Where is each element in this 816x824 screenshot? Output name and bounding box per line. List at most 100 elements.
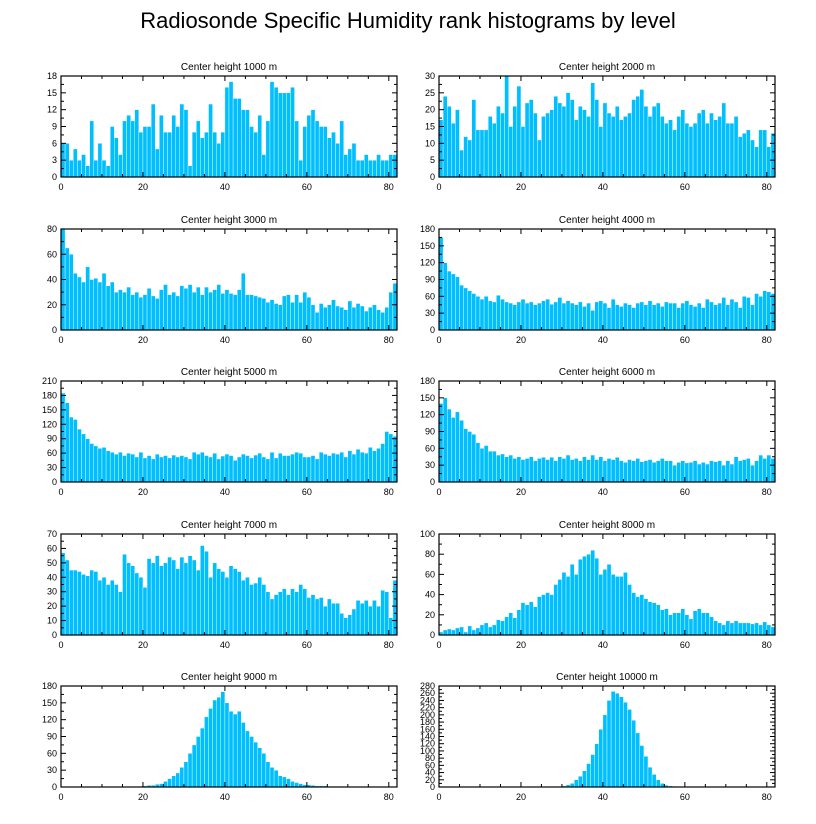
histogram-bar — [77, 276, 82, 331]
panel-title: Center height 5000 m — [181, 367, 277, 378]
histogram-bar — [533, 304, 538, 331]
histogram-bar — [282, 295, 287, 331]
histogram-bar — [380, 590, 385, 636]
histogram-bar — [631, 460, 636, 483]
histogram-bar — [582, 456, 587, 483]
histogram-bar — [191, 559, 197, 636]
histogram-bar — [97, 143, 103, 178]
histogram-bar — [746, 458, 751, 483]
histogram-bar — [347, 148, 353, 178]
histogram-bar — [742, 459, 747, 483]
histogram-bar — [746, 297, 751, 331]
histogram-bar — [582, 306, 587, 331]
histogram-bar — [672, 129, 677, 178]
histogram-bar — [155, 148, 160, 178]
histogram-bar — [167, 556, 172, 636]
histogram-bar — [380, 443, 385, 483]
histogram-bar — [561, 106, 567, 178]
histogram-bar — [582, 770, 587, 788]
histogram-bar — [204, 551, 209, 636]
histogram-bar — [651, 304, 657, 331]
histogram-bar — [496, 454, 501, 483]
histogram-bar — [175, 126, 181, 178]
histogram-bar — [364, 452, 369, 483]
histogram-bar — [224, 702, 230, 788]
histogram-bar — [318, 126, 324, 178]
histogram-bar — [516, 301, 522, 331]
histogram-bar — [574, 574, 579, 636]
histogram-bar — [114, 584, 119, 636]
y-tick-label: 60 — [47, 249, 57, 259]
histogram-bar — [553, 584, 559, 636]
histogram-bar — [364, 154, 369, 178]
histogram-bar — [351, 307, 357, 331]
histogram-bar — [578, 301, 583, 331]
histogram-bar — [355, 600, 361, 636]
y-tick-label: 180 — [420, 224, 435, 234]
histogram-bar — [705, 463, 710, 483]
histogram-bar — [717, 116, 722, 178]
histogram-bar — [602, 460, 608, 483]
histogram-bar — [631, 592, 636, 636]
y-tick-label: 9 — [52, 122, 57, 132]
y-tick-label: 180 — [420, 376, 435, 386]
histogram-bar — [688, 618, 694, 636]
histogram-bar — [492, 450, 497, 483]
histogram-bar — [623, 116, 628, 178]
histogram-bar — [770, 626, 776, 636]
histogram-bar — [528, 301, 534, 331]
histogram-bar — [68, 254, 74, 331]
y-tick-label: 180 — [42, 681, 57, 691]
histogram-bar — [627, 709, 632, 788]
histogram-bar — [512, 106, 518, 178]
y-tick-label: 180 — [420, 717, 435, 727]
page-title: Radiosonde Specific Humidity rank histog… — [140, 8, 676, 33]
histogram-bar — [130, 565, 135, 636]
histogram-bar — [261, 456, 267, 483]
histogram-bar — [750, 623, 755, 636]
histogram-bar — [705, 612, 710, 636]
histogram-bar — [524, 302, 530, 331]
histogram-bar — [249, 457, 254, 483]
y-tick-label: 200 — [420, 710, 435, 720]
y-tick-label: 3 — [52, 155, 57, 165]
y-tick-label: 15 — [47, 88, 57, 98]
histogram-bar — [216, 697, 222, 788]
x-tick-label: 60 — [302, 182, 312, 192]
histogram-bar — [545, 112, 550, 178]
histogram-bar — [508, 126, 513, 178]
y-tick-label: 90 — [47, 434, 57, 444]
histogram-bar — [118, 591, 123, 636]
histogram-bar — [122, 455, 127, 483]
histogram-bar — [684, 122, 690, 178]
y-tick-label: 0 — [52, 172, 57, 182]
histogram-bar — [384, 159, 390, 178]
histogram-bar — [204, 716, 209, 788]
histogram-bar — [101, 447, 107, 483]
y-tick-label: 120 — [420, 410, 435, 420]
histogram-bar — [384, 431, 390, 483]
histogram-bar — [487, 116, 493, 178]
histogram-bar — [163, 562, 168, 636]
histogram-bar — [512, 304, 518, 331]
histogram-bar — [614, 304, 620, 331]
histogram-bar — [335, 305, 340, 331]
y-tick-label: 60 — [425, 569, 435, 579]
histogram-bar — [643, 756, 649, 788]
histogram-bar — [167, 778, 172, 788]
histogram-bar — [528, 99, 534, 178]
histogram-bar — [81, 574, 86, 636]
histogram-bar — [602, 102, 608, 178]
histogram-bar — [463, 428, 468, 483]
histogram-bar — [438, 237, 444, 331]
histogram-bar — [200, 727, 205, 788]
histogram-bar — [733, 620, 739, 636]
histogram-bar — [347, 614, 353, 636]
histogram-bar — [635, 95, 640, 178]
histogram-bar — [729, 463, 735, 483]
histogram-bar — [200, 294, 205, 331]
y-tick-label: 6 — [52, 138, 57, 148]
histogram-bar — [64, 247, 70, 331]
histogram-bar — [183, 288, 189, 331]
histogram-bar — [179, 285, 185, 331]
